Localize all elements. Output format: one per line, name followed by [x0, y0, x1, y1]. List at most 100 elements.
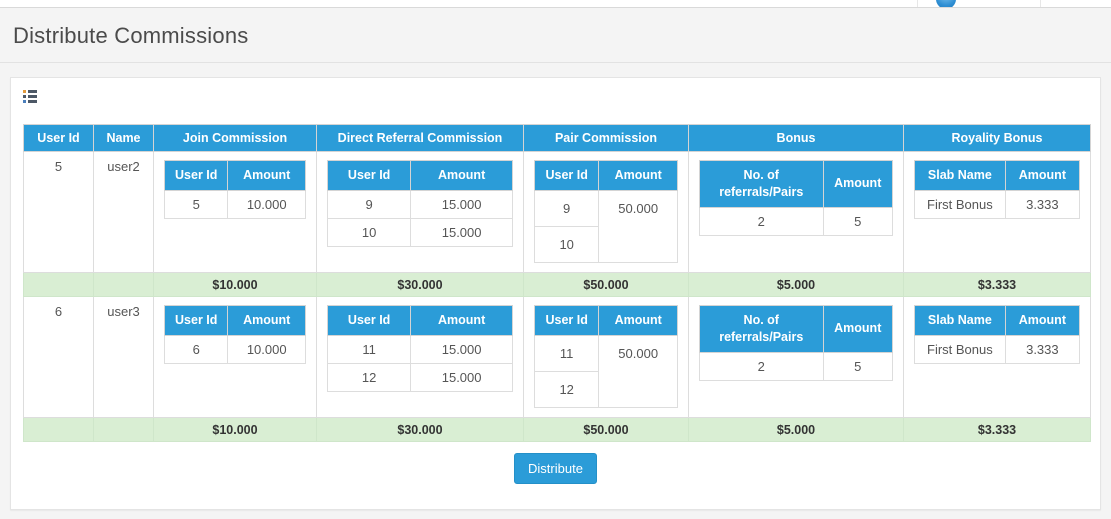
cell-direct-referral-commission: User Id Amount 9 15.000 10 15.000	[316, 151, 524, 273]
pair-amount: 50.000	[598, 189, 678, 263]
cell-bonus: No. of referrals/Pairs Amount 2 5	[688, 151, 904, 273]
bonus-amount: 5	[822, 351, 894, 381]
total-empty	[23, 272, 94, 297]
direct-user-id: 9	[326, 189, 412, 219]
distribute-button[interactable]: Distribute	[514, 453, 597, 484]
totals-row: $10.000 $30.000 $50.000 $5.000 $3.333	[23, 272, 1091, 297]
pair-commission-table: User Id Amount 11 50.000 12	[533, 305, 678, 408]
total-join: $10.000	[153, 272, 317, 297]
direct-amount: 15.000	[410, 189, 513, 219]
col-header-direct-referral-commission: Direct Referral Commission	[316, 124, 524, 152]
inner-header-amount: Amount	[598, 160, 678, 191]
col-header-royality-bonus: Royality Bonus	[903, 124, 1091, 152]
inner-header-amount: Amount	[227, 305, 306, 336]
col-header-user-id: User Id	[23, 124, 94, 152]
bonus-table: No. of referrals/Pairs Amount 2 5	[699, 305, 894, 381]
direct-referral-table: User Id Amount 9 15.000 10 15.000	[326, 160, 513, 247]
bonus-pairs: 2	[699, 351, 824, 381]
cell-join-commission: User Id Amount 5 10.000	[153, 151, 317, 273]
cell-name: user3	[93, 296, 154, 418]
cell-direct-referral-commission: User Id Amount 11 15.000 12 15.000	[316, 296, 524, 418]
total-royality: $3.333	[903, 417, 1091, 442]
commissions-panel: User Id Name Join Commission Direct Refe…	[10, 77, 1101, 510]
inner-header-user-id: User Id	[326, 160, 412, 191]
join-user-id: 5	[163, 189, 229, 219]
pair-commission-table: User Id Amount 9 50.000 10	[533, 160, 678, 263]
direct-amount: 15.000	[410, 362, 513, 392]
bonus-pairs: 2	[699, 206, 824, 236]
user-avatar-icon[interactable]	[936, 0, 956, 7]
cell-user-id: 5	[23, 151, 94, 273]
inner-header-user-id: User Id	[533, 305, 600, 336]
royality-slab-name: First Bonus	[914, 189, 1006, 219]
join-commission-table: User Id Amount 5 10.000	[163, 160, 306, 219]
inner-header-slab-name: Slab Name	[914, 305, 1006, 336]
inner-header-user-id: User Id	[163, 160, 229, 191]
inner-header-user-id: User Id	[163, 305, 229, 336]
button-row: Distribute	[23, 453, 1088, 484]
table-row: 5 user2 User Id Amount 5 10.000	[23, 151, 1091, 273]
total-empty	[93, 272, 154, 297]
cell-user-id: 6	[23, 296, 94, 418]
join-commission-table: User Id Amount 6 10.000	[163, 305, 306, 364]
cell-join-commission: User Id Amount 6 10.000	[153, 296, 317, 418]
cell-pair-commission: User Id Amount 11 50.000 12	[523, 296, 689, 418]
total-bonus: $5.000	[688, 417, 904, 442]
inner-header-user-id: User Id	[326, 305, 412, 336]
royality-amount: 3.333	[1004, 189, 1081, 219]
join-amount: 10.000	[227, 334, 306, 364]
royality-slab-name: First Bonus	[914, 334, 1006, 364]
cell-royality-bonus: Slab Name Amount First Bonus 3.333	[903, 151, 1091, 273]
inner-header-amount: Amount	[1004, 160, 1081, 191]
royality-bonus-table: Slab Name Amount First Bonus 3.333	[914, 160, 1081, 219]
direct-amount: 15.000	[410, 334, 513, 364]
page-title: Distribute Commissions	[13, 23, 249, 48]
cell-pair-commission: User Id Amount 9 50.000 10	[523, 151, 689, 273]
join-user-id: 6	[163, 334, 229, 364]
navbar-divider	[1040, 0, 1041, 7]
inner-header-referrals-pairs: No. of referrals/Pairs	[699, 305, 824, 353]
table-row: 6 user3 User Id Amount 6 10.000	[23, 296, 1091, 418]
col-header-bonus: Bonus	[688, 124, 904, 152]
total-direct: $30.000	[316, 272, 524, 297]
inner-header-amount: Amount	[598, 305, 678, 336]
cell-royality-bonus: Slab Name Amount First Bonus 3.333	[903, 296, 1091, 418]
totals-row: $10.000 $30.000 $50.000 $5.000 $3.333	[23, 417, 1091, 442]
inner-header-amount: Amount	[410, 160, 513, 191]
royality-amount: 3.333	[1004, 334, 1081, 364]
col-header-join-commission: Join Commission	[153, 124, 317, 152]
total-pair: $50.000	[523, 417, 689, 442]
inner-header-amount: Amount	[1004, 305, 1081, 336]
col-header-pair-commission: Pair Commission	[523, 124, 689, 152]
direct-user-id: 10	[326, 217, 412, 247]
bonus-amount: 5	[822, 206, 894, 236]
total-join: $10.000	[153, 417, 317, 442]
inner-header-amount: Amount	[822, 160, 894, 208]
inner-header-slab-name: Slab Name	[914, 160, 1006, 191]
content-header: Distribute Commissions	[0, 8, 1111, 63]
direct-amount: 15.000	[410, 217, 513, 247]
royality-bonus-table: Slab Name Amount First Bonus 3.333	[914, 305, 1081, 364]
inner-header-amount: Amount	[410, 305, 513, 336]
top-navbar	[0, 0, 1111, 8]
pair-user-id: 9	[533, 189, 600, 227]
list-icon	[23, 90, 37, 105]
total-empty	[23, 417, 94, 442]
direct-user-id: 12	[326, 362, 412, 392]
col-header-name: Name	[93, 124, 154, 152]
pair-user-id: 11	[533, 334, 600, 372]
cell-bonus: No. of referrals/Pairs Amount 2 5	[688, 296, 904, 418]
table-header-row: User Id Name Join Commission Direct Refe…	[23, 124, 1091, 152]
commissions-table: User Id Name Join Commission Direct Refe…	[23, 124, 1091, 442]
navbar-divider	[917, 0, 918, 7]
total-bonus: $5.000	[688, 272, 904, 297]
bonus-table: No. of referrals/Pairs Amount 2 5	[699, 160, 894, 236]
pair-amount: 50.000	[598, 334, 678, 408]
total-empty	[93, 417, 154, 442]
direct-referral-table: User Id Amount 11 15.000 12 15.000	[326, 305, 513, 392]
pair-user-id: 12	[533, 370, 600, 408]
inner-header-amount: Amount	[227, 160, 306, 191]
inner-header-user-id: User Id	[533, 160, 600, 191]
pair-user-id: 10	[533, 225, 600, 263]
inner-header-referrals-pairs: No. of referrals/Pairs	[699, 160, 824, 208]
